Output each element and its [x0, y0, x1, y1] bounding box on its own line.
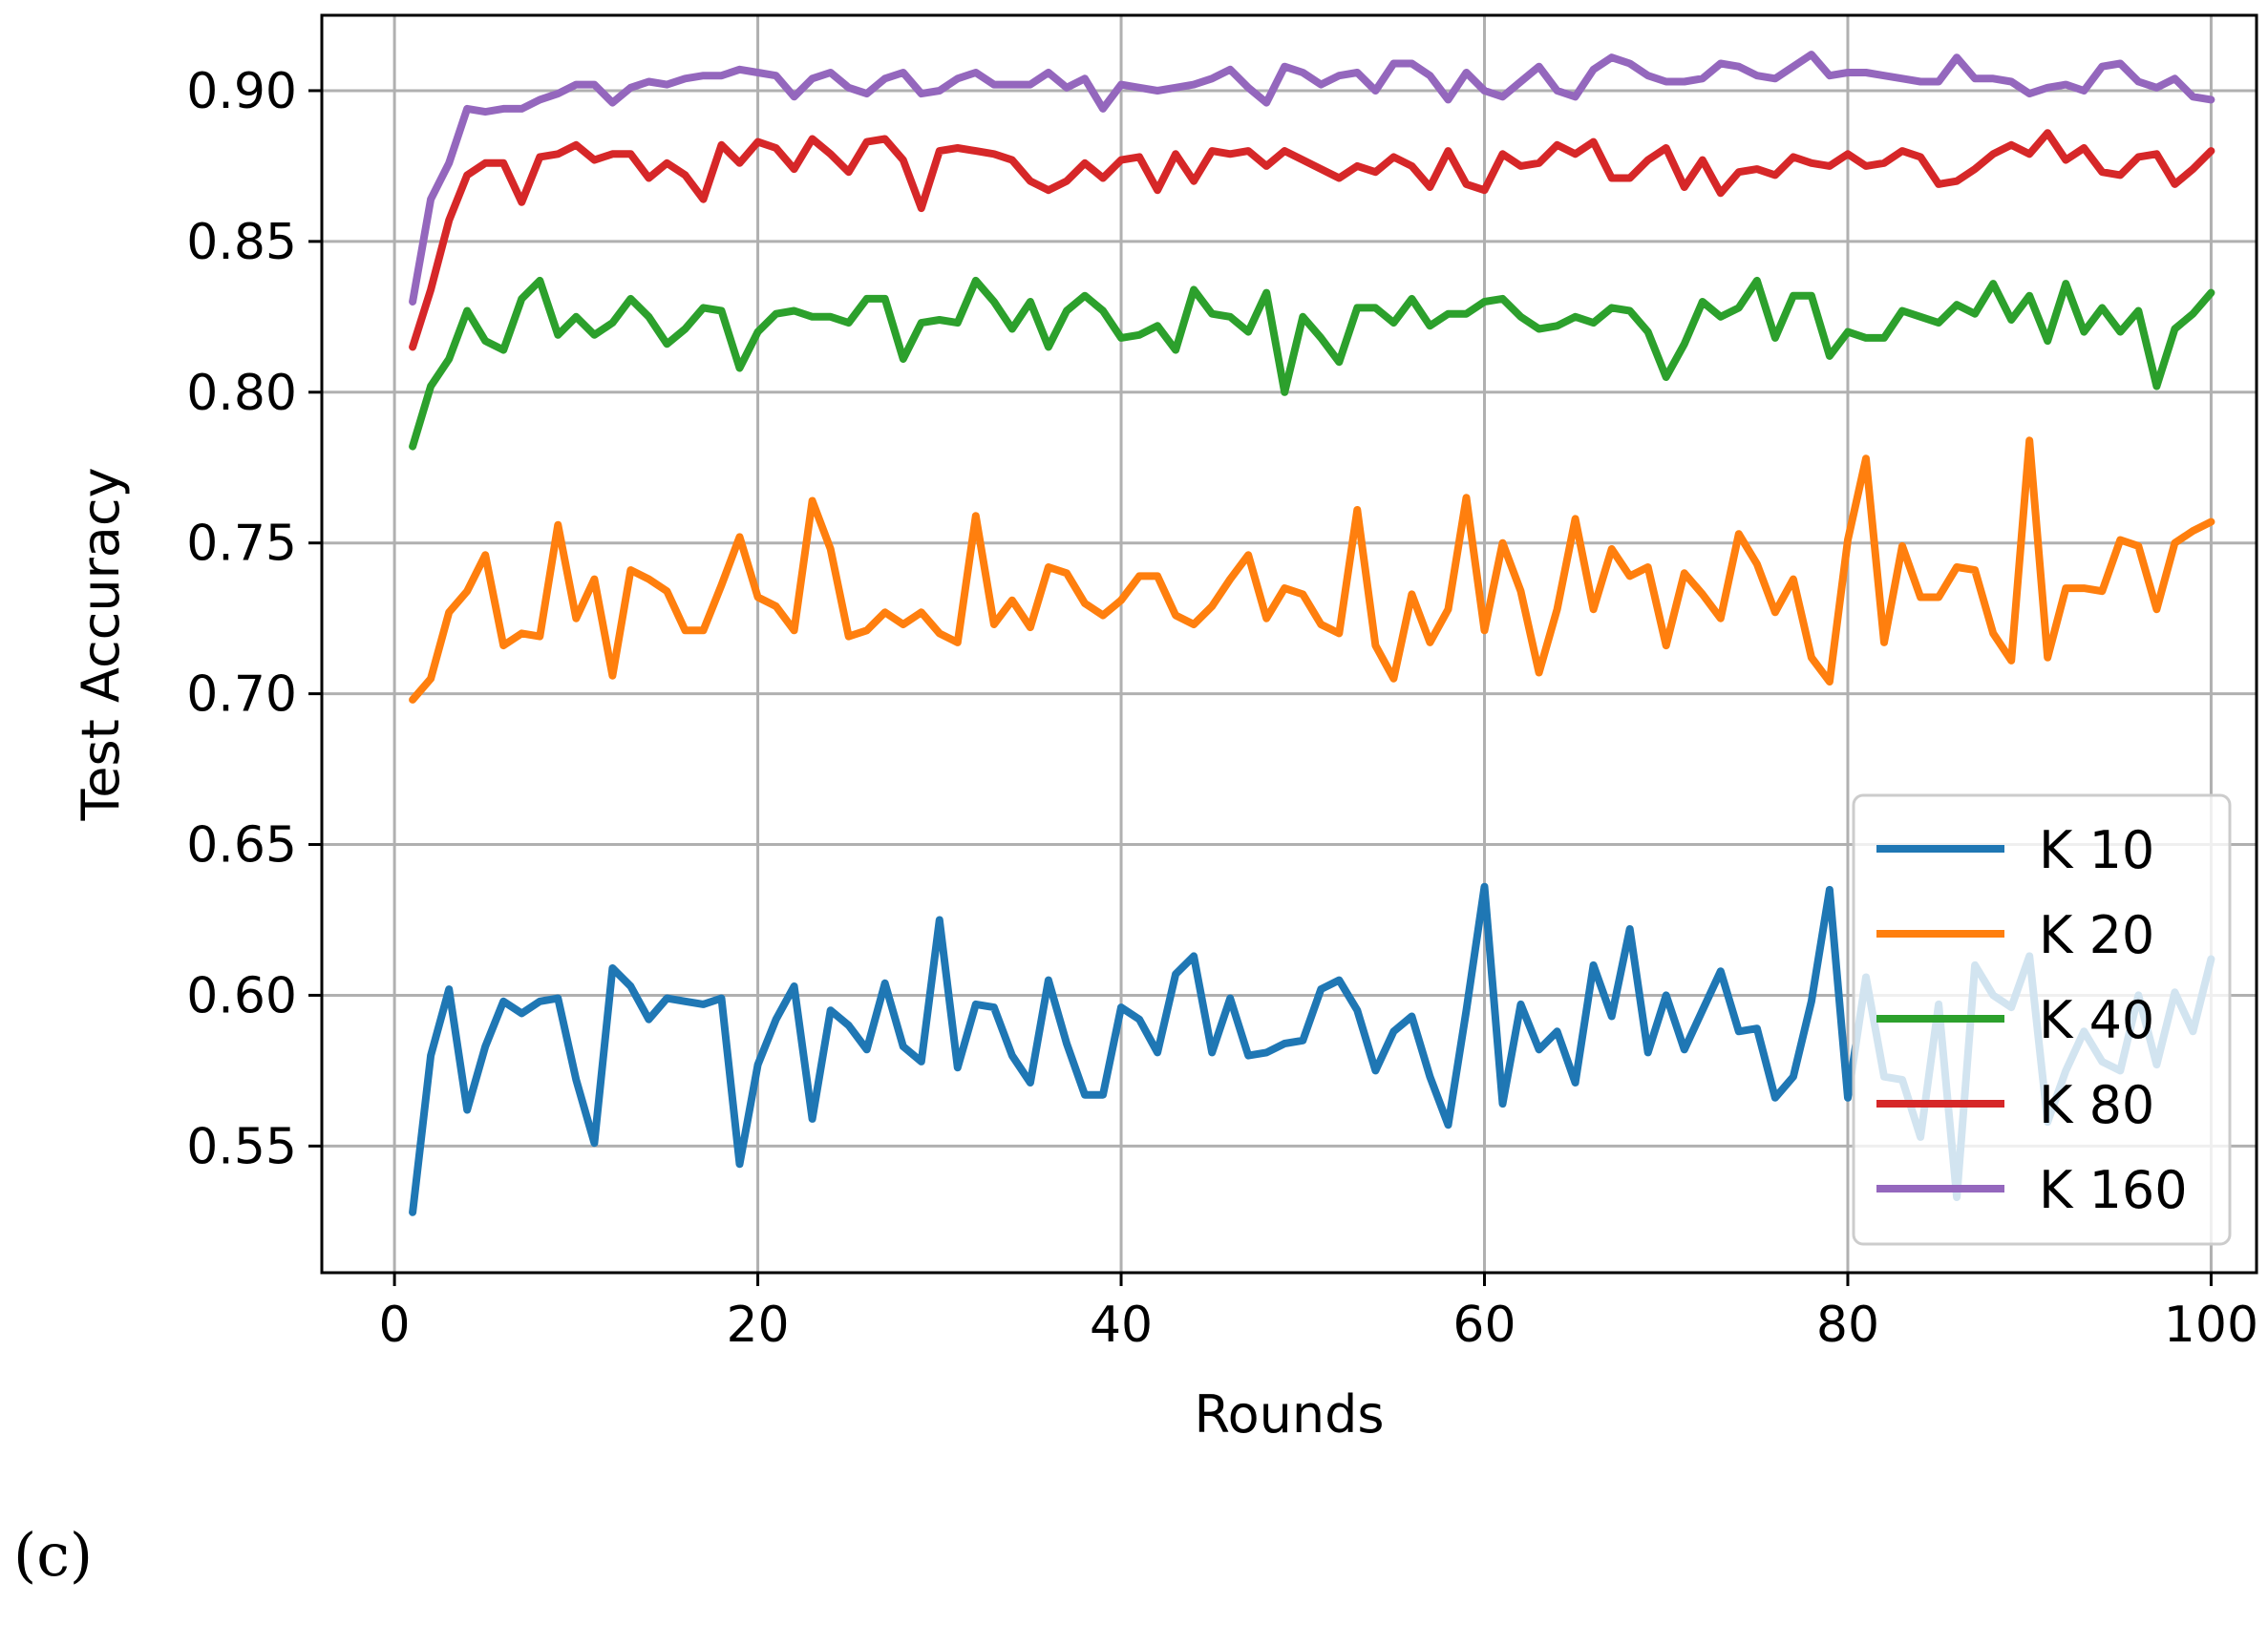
- y-tick-label: 0.85: [186, 214, 297, 271]
- legend-entry-label: K 80: [2039, 1075, 2154, 1135]
- series-line-k-40: [409, 276, 2215, 451]
- legend: K 10 K 20 K 40 K 80 K 160: [1852, 793, 2232, 1246]
- legend-entry-label: K 20: [2039, 905, 2154, 965]
- y-tick-label: 0.60: [186, 967, 297, 1024]
- y-tick-label: 0.90: [186, 63, 297, 120]
- grid-lines: [322, 15, 2257, 1273]
- y-tick-label: 0.70: [186, 666, 297, 724]
- panel-label: (c): [13, 1520, 94, 1590]
- y-tick-label: 0.80: [186, 365, 297, 422]
- x-tick-label: 100: [2164, 1297, 2258, 1354]
- axis-ticks: 0 20 40 60 80 100 0.55 0.60 0.65 0.70 0.75 0.80 0.85…: [186, 63, 2258, 1354]
- x-tick-label: 40: [1090, 1297, 1153, 1354]
- legend-entry-label: K 160: [2039, 1160, 2188, 1220]
- legend-entry-label: K 40: [2039, 990, 2154, 1050]
- y-axis-label: Test Accuracy: [71, 467, 131, 821]
- legend-entry-label: K 10: [2039, 820, 2154, 880]
- series-line-k-160: [409, 51, 2215, 306]
- y-tick-label: 0.65: [186, 817, 297, 875]
- y-tick-label: 0.55: [186, 1118, 297, 1175]
- x-tick-label: 80: [1816, 1297, 1879, 1354]
- y-tick-label: 0.75: [186, 516, 297, 573]
- x-tick-label: 60: [1452, 1297, 1516, 1354]
- legend-box: [1852, 793, 2232, 1246]
- x-axis-label: Rounds: [1195, 1384, 1385, 1445]
- x-tick-label: 20: [726, 1297, 789, 1354]
- x-tick-label: 0: [379, 1297, 411, 1354]
- axes-frame: [320, 13, 2258, 1275]
- series-line-k-80: [409, 129, 2215, 351]
- series-line-k-20: [409, 436, 2215, 704]
